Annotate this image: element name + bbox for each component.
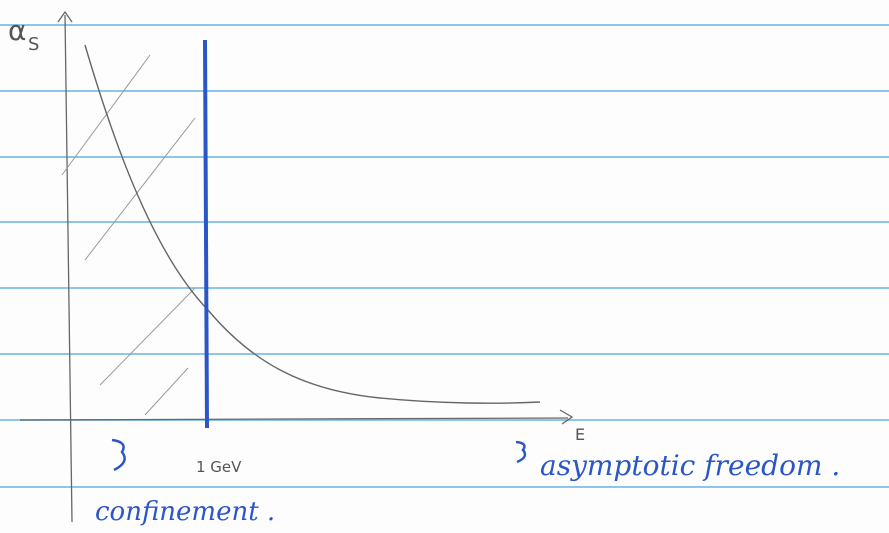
x-axis-label: E	[575, 425, 585, 444]
y-axis-label: α	[8, 14, 26, 47]
scale-label: 1 GeV	[196, 458, 242, 476]
asymptotic-freedom-label: asymptotic freedom .	[540, 449, 840, 482]
scale-line	[205, 40, 207, 428]
confinement-label: confinement .	[95, 497, 275, 527]
y-axis-subscript: S	[28, 34, 39, 55]
page: α S E 1 GeV confinement . asymptotic fre…	[0, 0, 889, 533]
